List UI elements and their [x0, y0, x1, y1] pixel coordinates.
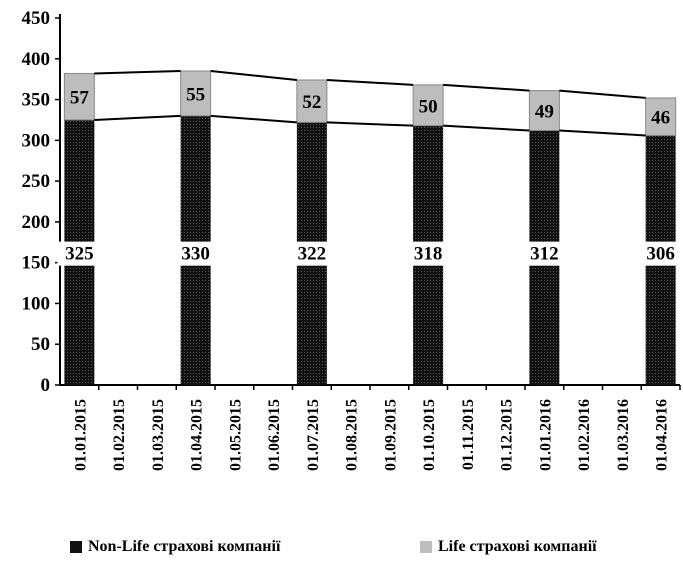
- data-label-bg-non-life: [406, 241, 451, 266]
- legend-item-life: Life страхові компанії: [420, 538, 597, 556]
- x-tick-label: 01.01.2015: [72, 399, 89, 471]
- x-tick-label: 01.02.2015: [111, 399, 128, 471]
- data-label-non-life: 322: [298, 244, 327, 265]
- series-line-total: [443, 83, 530, 92]
- data-label-bg-non-life: [289, 241, 334, 266]
- data-label-life: 52: [302, 92, 321, 113]
- series-line-non-life: [326, 121, 414, 127]
- data-label-life: 55: [186, 84, 205, 105]
- data-label-bg-non-life: [57, 241, 102, 266]
- data-label-bg-non-life: [522, 241, 567, 266]
- data-label-non-life: 330: [181, 244, 210, 265]
- y-tick-label: 250: [22, 171, 51, 192]
- legend-label-non-life: Non-Life страхові компанії: [88, 538, 281, 555]
- series-line-total: [326, 78, 414, 86]
- x-tick-label: 01.11.2015: [460, 399, 477, 470]
- legend-swatch-non-life: [70, 541, 82, 553]
- y-tick-label: 0: [41, 375, 51, 396]
- legend-item-non-life: Non-Life страхові компанії: [70, 538, 280, 556]
- bar-life: [528, 90, 560, 132]
- x-tick-label: 01.10.2015: [421, 399, 438, 471]
- data-label-non-life: 306: [646, 244, 675, 265]
- x-tick-label: 01.03.2016: [615, 399, 632, 471]
- legend: Non-Life страхові компанії Life страхові…: [0, 538, 683, 560]
- series-line-non-life: [94, 114, 181, 121]
- data-label-life: 46: [651, 108, 670, 129]
- y-tick-label: 200: [22, 212, 51, 233]
- legend-label-life: Life страхові компанії: [438, 538, 597, 555]
- x-tick-label: 01.07.2015: [305, 399, 322, 471]
- x-tick-label: 01.01.2016: [537, 399, 554, 471]
- bar-life: [63, 72, 95, 121]
- chart: 0 50 100 150 200 250 300 350 400 450 01.01.2015 01.…: [22, 8, 683, 471]
- x-tick-label: 01.03.2015: [150, 399, 167, 471]
- data-label-non-life: 325: [65, 244, 94, 265]
- bar-life: [296, 79, 328, 123]
- x-tick-label: 01.04.2016: [654, 399, 671, 471]
- series-line-non-life: [210, 114, 297, 124]
- y-tick-label: 100: [22, 293, 51, 314]
- bar-life: [645, 97, 677, 136]
- series-line-total: [210, 70, 297, 81]
- series-line-non-life: [559, 129, 646, 137]
- data-label-non-life: 312: [530, 244, 559, 265]
- series-line-total: [559, 89, 646, 99]
- data-label-life: 50: [419, 96, 438, 117]
- series-line-non-life: [443, 124, 530, 132]
- y-tick-label: 450: [22, 8, 51, 29]
- y-tick-label: 350: [22, 90, 51, 111]
- bar-life: [180, 70, 212, 117]
- y-tick-label: 50: [31, 334, 50, 355]
- series-line-total: [94, 70, 181, 75]
- data-label-non-life: 318: [414, 244, 443, 265]
- data-label-life: 57: [70, 88, 90, 109]
- x-tick-label: 01.02.2016: [576, 399, 593, 471]
- x-tick-label: 01.08.2015: [344, 399, 361, 471]
- y-tick-label: 300: [22, 130, 51, 151]
- data-label-bg-non-life: [173, 241, 218, 266]
- x-tick-label: 01.05.2015: [227, 399, 244, 471]
- x-tick-label: 01.04.2015: [189, 399, 206, 471]
- data-label-bg-non-life: [638, 241, 683, 266]
- x-tick-label: 01.09.2015: [382, 399, 399, 471]
- x-tick-label: 01.12.2015: [499, 399, 516, 471]
- bar-life: [412, 84, 444, 127]
- data-label-life: 49: [535, 102, 554, 123]
- x-tick-label: 01.06.2015: [266, 399, 283, 471]
- y-tick-label: 150: [22, 253, 51, 274]
- legend-swatch-life: [420, 541, 432, 553]
- y-tick-label: 400: [22, 49, 51, 70]
